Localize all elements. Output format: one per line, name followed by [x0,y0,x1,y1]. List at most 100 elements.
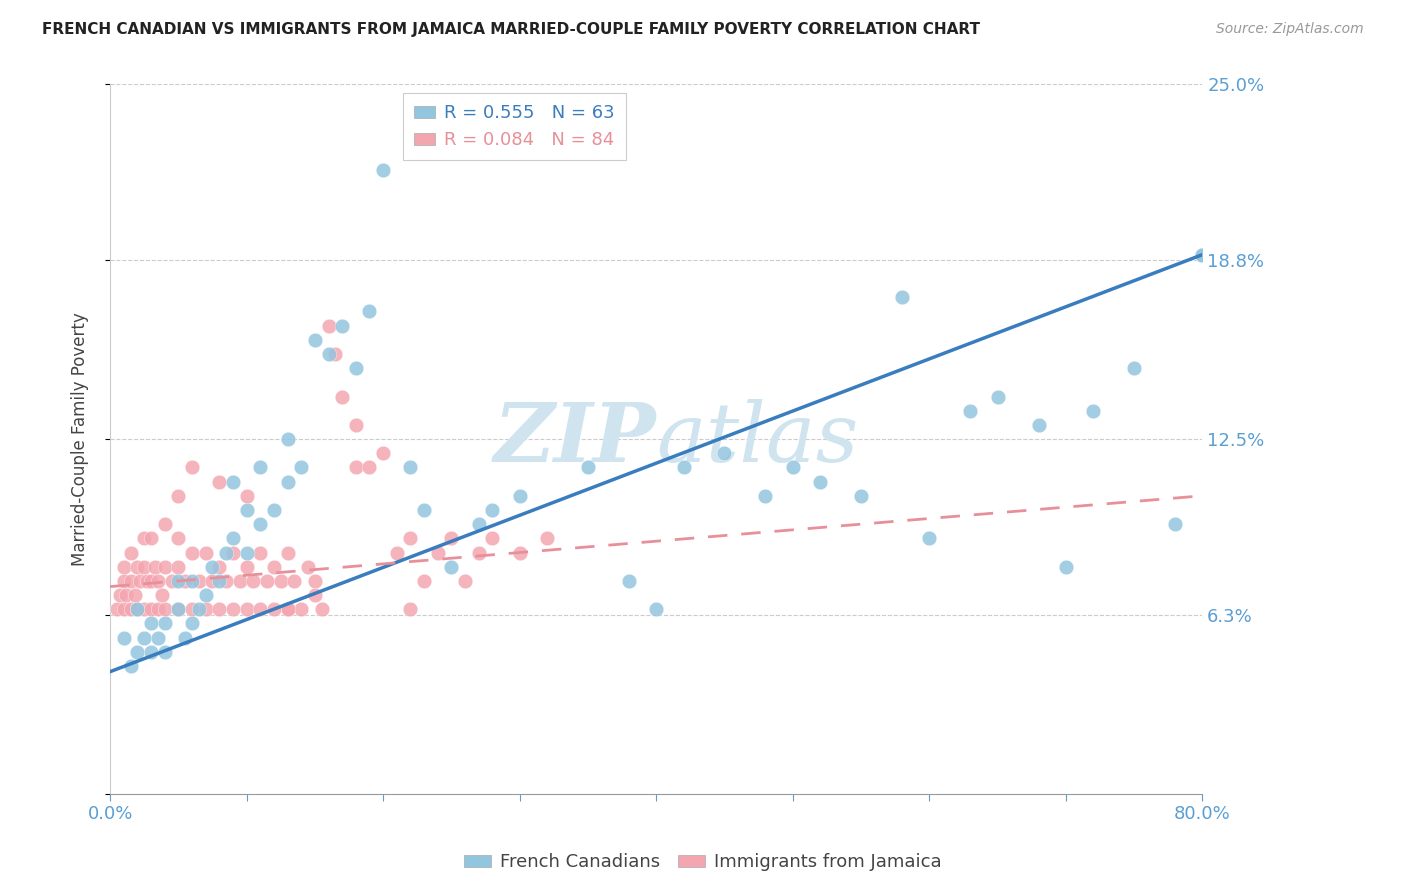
Point [181,460,204,475]
Point [277,602,299,616]
Point [208,574,231,588]
Legend: French Canadians, Immigrants from Jamaica: French Canadians, Immigrants from Jamaic… [457,847,949,879]
Point [134,631,156,645]
Point [808,475,831,489]
Point [249,602,271,616]
Point [134,532,156,546]
Point [304,574,326,588]
Point [235,559,257,574]
Point [187,574,209,588]
Point [359,460,381,475]
Point [187,602,209,616]
Text: ZIP: ZIP [494,399,657,479]
Point [304,588,326,602]
Point [1191,247,1213,261]
Point [181,574,204,588]
Point [576,460,599,475]
Point [160,574,183,588]
Point [229,574,252,588]
Point [270,574,292,588]
Point [481,503,503,517]
Point [129,574,152,588]
Point [277,432,299,446]
Point [146,602,169,616]
Point [153,602,176,616]
Point [139,645,162,659]
Point [440,559,463,574]
Point [330,318,353,333]
Point [127,602,149,616]
Point [399,460,422,475]
Point [359,304,381,318]
Point [385,545,408,559]
Point [481,532,503,546]
Point [181,545,204,559]
Point [120,659,142,673]
Point [344,460,367,475]
Point [153,559,176,574]
Point [1164,517,1187,532]
Point [344,417,367,432]
Point [112,559,135,574]
Point [249,517,271,532]
Point [112,574,135,588]
Point [222,475,245,489]
Point [645,602,668,616]
Point [208,559,231,574]
Point [413,503,436,517]
Point [235,545,257,559]
Point [283,574,305,588]
Point [330,390,353,404]
Point [754,489,776,503]
Point [127,602,149,616]
Point [167,602,190,616]
Point [891,290,914,304]
Point [150,588,173,602]
Text: atlas: atlas [657,399,859,479]
Point [426,545,449,559]
Point [263,503,285,517]
Point [139,602,162,616]
Point [194,588,217,602]
Point [277,545,299,559]
Point [112,631,135,645]
Point [318,347,340,361]
Point [467,517,489,532]
Point [181,616,204,631]
Point [249,545,271,559]
Text: FRENCH CANADIAN VS IMMIGRANTS FROM JAMAICA MARRIED-COUPLE FAMILY POVERTY CORRELA: FRENCH CANADIAN VS IMMIGRANTS FROM JAMAI… [42,22,980,37]
Point [373,162,395,177]
Point [672,460,695,475]
Point [277,602,299,616]
Point [222,545,245,559]
Point [290,602,312,616]
Point [181,602,204,616]
Point [263,559,285,574]
Point [215,574,238,588]
Point [174,631,197,645]
Point [318,318,340,333]
Point [208,602,231,616]
Point [849,489,872,503]
Point [127,645,149,659]
Y-axis label: Married-Couple Family Poverty: Married-Couple Family Poverty [72,312,89,566]
Point [194,602,217,616]
Point [311,602,333,616]
Text: Source: ZipAtlas.com: Source: ZipAtlas.com [1216,22,1364,37]
Point [509,489,531,503]
Point [235,503,257,517]
Point [108,588,131,602]
Point [290,460,312,475]
Point [249,460,271,475]
Point [1191,247,1213,261]
Point [325,347,347,361]
Point [139,616,162,631]
Point [134,559,156,574]
Point [454,574,477,588]
Point [139,532,162,546]
Point [194,545,217,559]
Point [112,602,135,616]
Point [344,361,367,376]
Point [105,602,128,616]
Point [959,403,981,417]
